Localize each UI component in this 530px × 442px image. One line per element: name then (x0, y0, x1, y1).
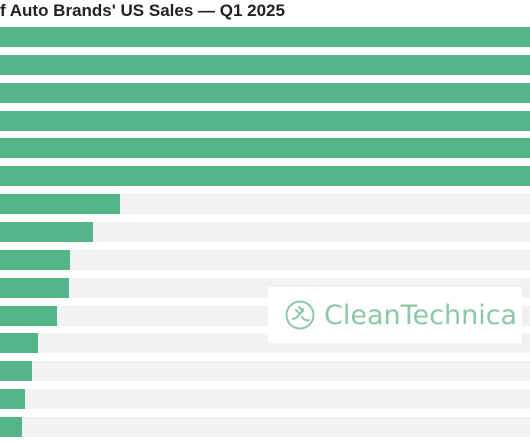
bar-track (0, 222, 530, 242)
chart-title: f Auto Brands' US Sales — Q1 2025 (0, 1, 285, 20)
plug-leaf-icon (285, 300, 315, 330)
bar (0, 27, 530, 47)
bar-track (0, 361, 530, 381)
bar-track (0, 166, 530, 186)
bar (0, 333, 38, 353)
bar (0, 250, 70, 270)
bar-track (0, 83, 530, 103)
bar (0, 111, 530, 131)
bar (0, 278, 69, 298)
bar (0, 194, 120, 214)
watermark-text: CleanTechnica (324, 299, 518, 331)
bar-track (0, 27, 530, 47)
bar (0, 222, 93, 242)
bar (0, 361, 32, 381)
bar (0, 417, 22, 437)
bar-track (0, 250, 530, 270)
bar-track (0, 138, 530, 158)
bar (0, 83, 530, 103)
bar-track (0, 194, 530, 214)
cleantechnica-watermark: CleanTechnica (268, 287, 522, 343)
bar-track (0, 55, 530, 75)
bar-track (0, 111, 530, 131)
bar-track (0, 417, 530, 437)
bar (0, 55, 530, 75)
bar-track (0, 389, 530, 409)
bar (0, 389, 25, 409)
bar (0, 306, 57, 326)
bar (0, 166, 530, 186)
bar (0, 138, 530, 158)
